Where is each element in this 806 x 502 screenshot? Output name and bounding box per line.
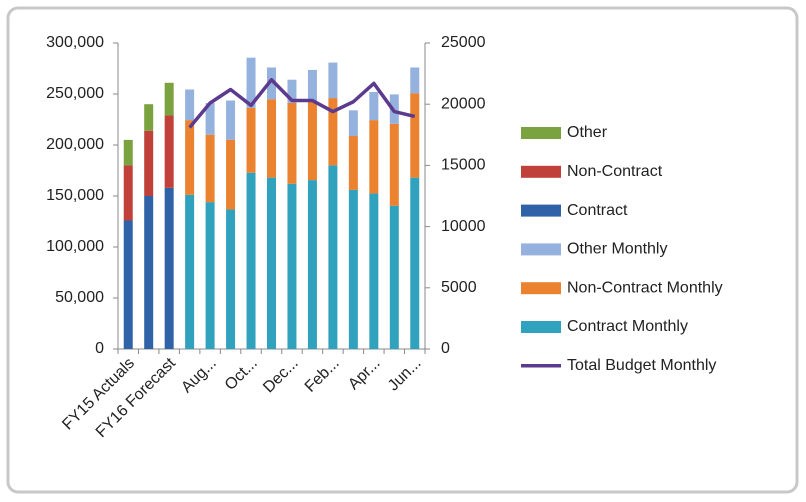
bar xyxy=(267,177,276,349)
line xyxy=(188,77,416,129)
bar xyxy=(226,139,236,210)
legend-swatch xyxy=(521,321,561,333)
bar xyxy=(246,172,256,349)
bar xyxy=(307,101,317,181)
bar xyxy=(144,196,154,349)
bar xyxy=(144,130,154,196)
y-tick-label: 250,000 xyxy=(46,85,104,102)
bar xyxy=(123,139,133,166)
legend-label: Total Budget Monthly xyxy=(567,357,716,374)
legend-swatch xyxy=(521,282,561,295)
bar xyxy=(205,202,215,349)
legend-label: Contract Monthly xyxy=(567,318,688,335)
bar xyxy=(123,165,133,221)
bar xyxy=(410,177,420,349)
y2-tick-label: 15000 xyxy=(441,157,486,174)
y-tick-label: 50,000 xyxy=(55,289,104,306)
bar xyxy=(328,62,338,99)
bar xyxy=(164,82,174,116)
y-tick-label: 150,000 xyxy=(46,187,104,204)
bar xyxy=(348,136,358,190)
y-tick-label: 100,000 xyxy=(46,238,104,255)
bar xyxy=(246,57,256,108)
bar xyxy=(328,98,338,166)
bar xyxy=(369,91,379,121)
bar xyxy=(185,89,195,121)
bar xyxy=(164,115,174,188)
legend-swatch xyxy=(521,243,561,256)
legend-label: Non-Contract Monthly xyxy=(567,279,723,296)
legend-label: Non-Contract xyxy=(567,163,663,180)
legend-swatch xyxy=(521,165,561,178)
bar xyxy=(185,120,195,195)
bar xyxy=(226,209,236,349)
y-tick-label: 200,000 xyxy=(46,136,104,153)
y-tick-label: 0 xyxy=(95,340,104,357)
bar xyxy=(348,110,358,137)
bar xyxy=(287,79,297,103)
bar xyxy=(267,99,276,178)
bar xyxy=(205,134,215,203)
y2-tick-label: 0 xyxy=(441,340,450,357)
bar xyxy=(389,123,399,206)
bar xyxy=(267,67,276,100)
chart-frame xyxy=(6,6,799,494)
bar xyxy=(307,69,317,102)
y2-tick-label: 20000 xyxy=(441,95,486,112)
legend-label: Other Monthly xyxy=(567,241,667,258)
bar xyxy=(144,104,154,131)
y2-tick-label: 25000 xyxy=(441,34,486,51)
bar xyxy=(307,180,317,349)
bar xyxy=(205,102,215,135)
bar xyxy=(369,120,379,194)
legend-swatch xyxy=(521,204,561,217)
y2-tick-label: 5000 xyxy=(441,279,477,296)
bar xyxy=(226,100,236,140)
bar xyxy=(328,165,338,349)
bar xyxy=(287,102,297,184)
bar xyxy=(287,183,297,349)
bar xyxy=(185,194,195,349)
bar xyxy=(246,107,256,173)
y-tick-label: 300,000 xyxy=(46,34,104,51)
bar xyxy=(348,189,358,349)
bar xyxy=(123,220,133,349)
legend-label: Other xyxy=(567,124,608,141)
bar xyxy=(369,193,379,349)
y2-tick-label: 10000 xyxy=(441,218,486,235)
bar xyxy=(410,67,420,94)
bar xyxy=(410,93,420,178)
bar xyxy=(164,187,174,349)
legend-label: Contract xyxy=(567,202,628,219)
legend-swatch xyxy=(521,127,561,139)
bar xyxy=(389,205,399,349)
